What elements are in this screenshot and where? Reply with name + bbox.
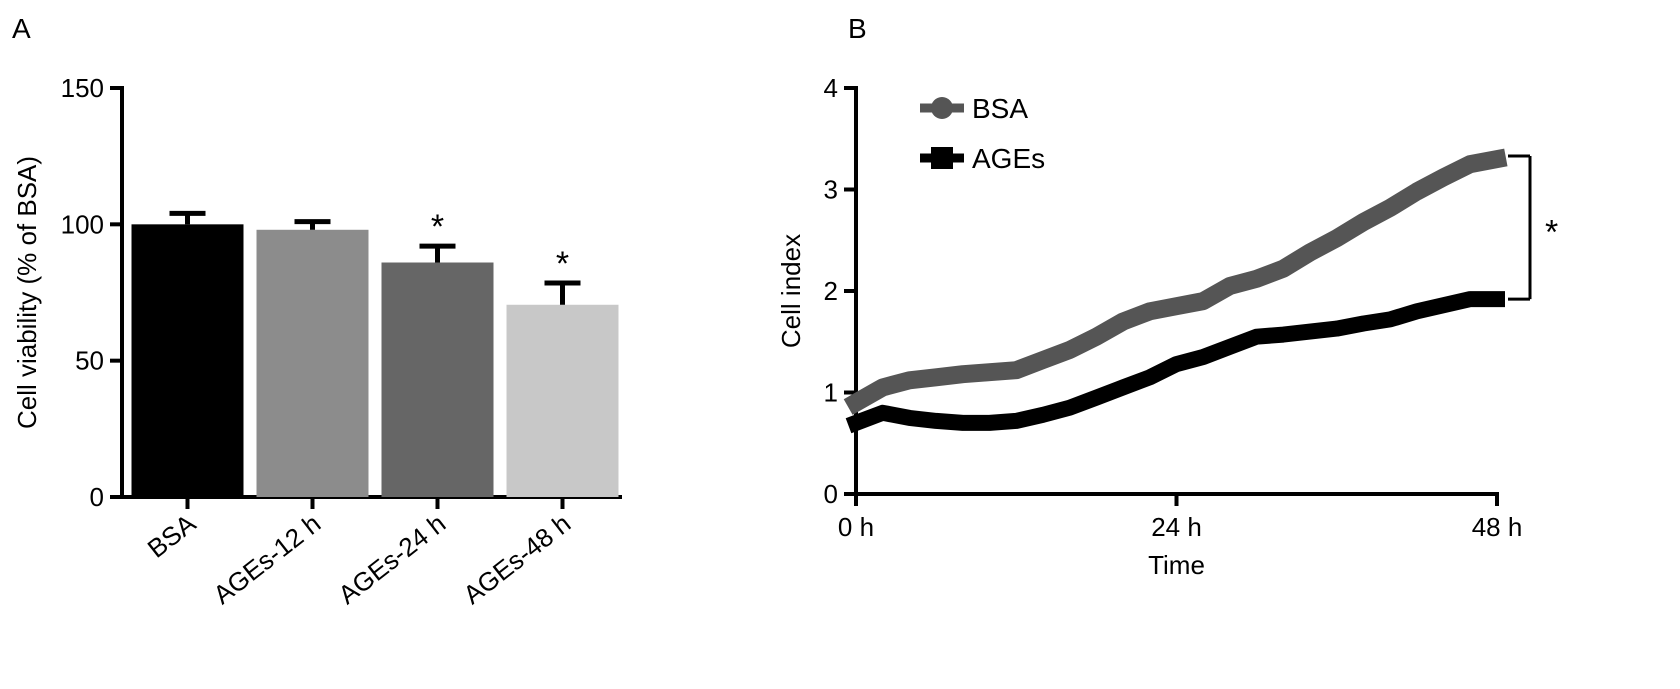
series-line	[845, 291, 1505, 434]
significance-mark: *	[556, 245, 569, 283]
y-tick-label-b: 2	[824, 276, 838, 306]
x-tick-label-a: AGEs-12 h	[208, 508, 327, 610]
panel-label-a: A	[12, 13, 31, 44]
series-line	[843, 148, 1508, 415]
x-tick-label-a: AGEs-24 h	[333, 508, 452, 610]
bar	[506, 304, 619, 497]
y-tick-label-a: 0	[90, 482, 104, 512]
x-tick-label-b: 24 h	[1151, 512, 1202, 542]
x-tick-label-a: BSA	[142, 508, 202, 564]
legend-marker	[931, 97, 953, 119]
y-axis-label-a: Cell viability (% of BSA)	[12, 156, 42, 429]
y-tick-label-b: 4	[824, 73, 838, 103]
y-tick-label-a: 100	[61, 209, 104, 239]
significance-mark-b: *	[1545, 214, 1558, 252]
y-axis-label-b: Cell index	[776, 234, 806, 348]
x-axis-label-b: Time	[1148, 550, 1205, 580]
legend-label: BSA	[972, 93, 1028, 124]
x-tick-label-b: 48 h	[1472, 512, 1523, 542]
bar	[131, 224, 244, 498]
y-tick-label-b: 3	[824, 175, 838, 205]
y-tick-label-b: 0	[824, 479, 838, 509]
bar	[381, 262, 494, 497]
legend-marker	[931, 147, 953, 169]
x-tick-label-a: AGEs-48 h	[458, 508, 577, 610]
legend-label: AGEs	[972, 143, 1045, 174]
significance-mark: *	[431, 208, 444, 246]
line-chart: Cell index Time 0 1 2 3 4 0 h 24 h 48 h BSA AGEs *	[776, 73, 1558, 580]
y-tick-label-b: 1	[824, 378, 838, 408]
bar	[256, 229, 369, 497]
y-tick-label-a: 150	[61, 73, 104, 103]
x-tick-label-b: 0 h	[838, 512, 874, 542]
y-tick-label-a: 50	[75, 346, 104, 376]
panel-label-b: B	[848, 13, 867, 44]
